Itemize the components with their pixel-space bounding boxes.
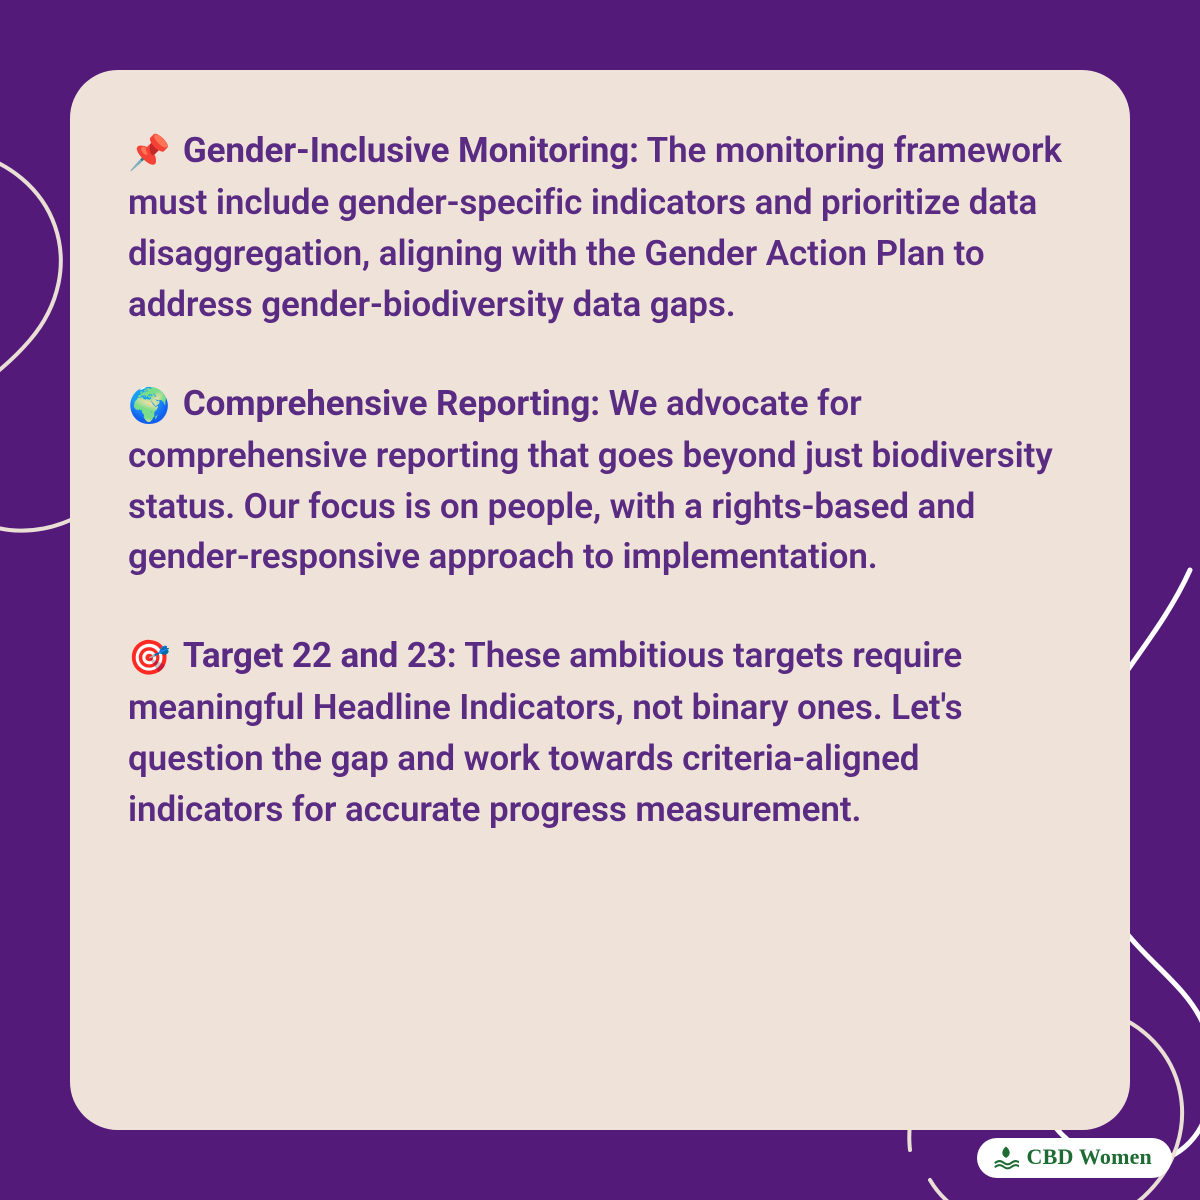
- point-title: Comprehensive Reporting:: [183, 383, 600, 424]
- point-item: 🌍 Comprehensive Reporting: We advocate f…: [128, 379, 1072, 584]
- brand-badge: CBD Women: [977, 1138, 1172, 1178]
- content-card: 📌 Gender-Inclusive Monitoring: The monit…: [70, 70, 1130, 1130]
- globe-icon: 🌍: [128, 386, 170, 426]
- point-title: Gender-Inclusive Monitoring:: [183, 130, 639, 171]
- brand-text: CBD Women: [1027, 1144, 1152, 1170]
- leaf-waves-icon: [993, 1144, 1019, 1170]
- pushpin-icon: 📌: [128, 133, 170, 173]
- point-title: Target 22 and 23:: [183, 635, 457, 676]
- point-item: 🎯 Target 22 and 23: These ambitious targ…: [128, 631, 1072, 836]
- infographic-canvas: 📌 Gender-Inclusive Monitoring: The monit…: [0, 0, 1200, 1200]
- target-icon: 🎯: [128, 638, 170, 678]
- point-item: 📌 Gender-Inclusive Monitoring: The monit…: [128, 126, 1072, 331]
